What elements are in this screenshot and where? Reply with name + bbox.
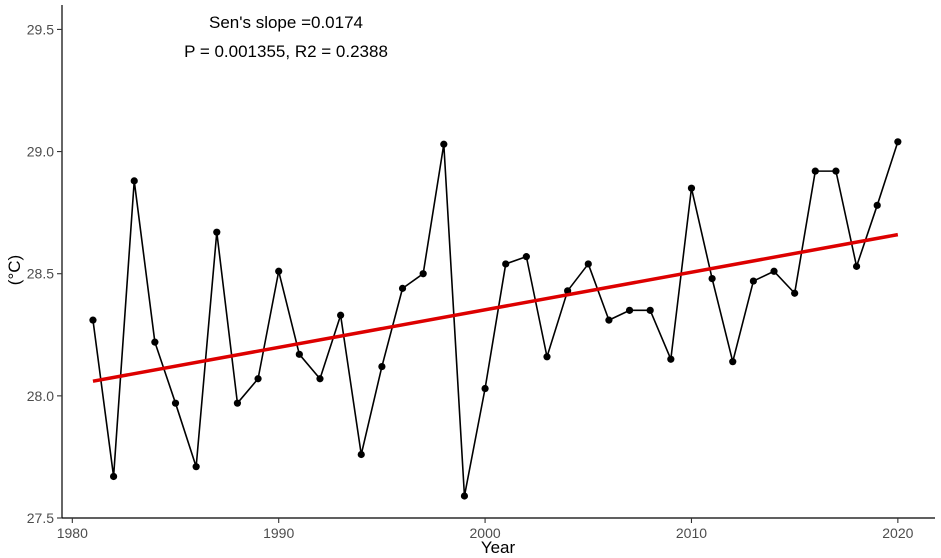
data-point [192,463,200,471]
data-point [398,284,407,292]
x-tick-label: 1980 [57,525,88,541]
x-tick-label: 1990 [263,525,294,541]
x-tick-label: 2010 [676,525,707,541]
data-point [749,277,757,285]
data-point [481,384,489,393]
temperature-series [89,138,902,500]
data-point [460,492,469,500]
annotation-stats: P = 0.001355, R2 = 0.2388 [184,42,388,61]
y-tick-label: 28.0 [27,388,54,404]
data-point [564,287,572,295]
data-point [729,358,737,366]
data-point [687,184,696,192]
data-point [708,275,716,283]
x-axis-ticks: 1980 1990 2000 2010 2020 [57,518,914,541]
data-point [275,267,283,275]
data-point [625,306,634,314]
data-point [543,353,551,361]
data-point [873,201,881,209]
y-tick-label: 29.0 [27,144,54,160]
trend-line [92,232,899,383]
data-point [646,306,654,314]
data-point [522,253,530,261]
y-axis-ticks: 27.5 28.0 28.5 29.0 29.5 [27,21,62,526]
series-line [92,141,899,497]
data-point [233,399,242,407]
data-point [171,399,180,407]
data-point [254,375,262,383]
data-point [852,262,861,270]
data-point [337,311,345,319]
trend-series [92,232,899,383]
data-point [316,375,324,383]
data-point [440,140,448,148]
data-point [295,350,303,358]
data-point [667,355,675,363]
data-point [151,338,159,346]
data-point [357,450,365,459]
y-tick-label: 28.5 [27,266,54,282]
x-tick-label: 2020 [882,525,913,541]
data-point [89,316,97,324]
data-point [502,260,510,268]
data-point [378,362,386,371]
x-tick-label: 2000 [470,525,501,541]
data-point [832,167,840,175]
x-axis-title: Year [481,538,516,557]
data-point [605,316,613,324]
annotation-slope: Sen's slope =0.0174 [209,13,363,32]
data-point [770,267,778,275]
data-point [419,270,427,278]
y-tick-label: 27.5 [27,510,54,526]
data-point [894,138,902,146]
y-axis-title: (°C) [5,255,24,285]
y-tick-label: 29.5 [27,21,54,37]
data-point [130,177,138,185]
data-point [791,289,799,297]
data-point [811,167,819,175]
axes [61,5,935,519]
data-point [213,228,221,236]
data-point [109,472,118,481]
data-point [584,260,592,268]
